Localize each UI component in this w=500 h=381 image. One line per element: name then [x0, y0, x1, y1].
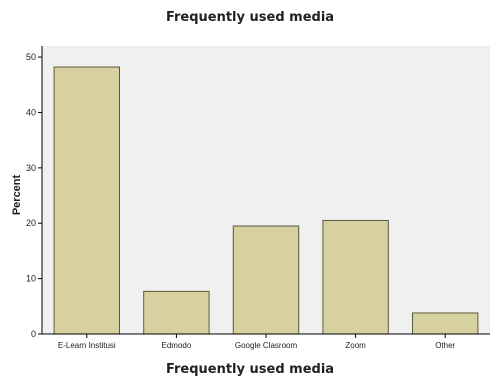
- x-axis-labels: E-Learn Institusi Edmodo Google Clasroom Zo…: [58, 341, 456, 350]
- bar-zoom: [322, 219, 389, 335]
- chart-title: Frequently used media: [165, 10, 335, 25]
- y-tick-label: 50: [26, 52, 36, 62]
- x-tick-label: Google Clasroom: [235, 341, 298, 350]
- x-tick-label: E-Learn Institusi: [58, 341, 116, 350]
- bars: [53, 66, 479, 335]
- y-tick-label: 10: [26, 274, 36, 284]
- x-tick-label: Other: [435, 341, 455, 350]
- x-axis-ticks: [86, 334, 446, 338]
- bar-google-clasroom: [232, 225, 300, 335]
- y-tick-label: 20: [26, 218, 36, 228]
- bar-edmodo: [143, 290, 210, 335]
- y-tick-label: 40: [26, 107, 36, 117]
- bar-other: [411, 312, 479, 335]
- y-axis-ticks: 0 10 20 30 40 50: [26, 52, 42, 339]
- y-axis-label: Percent: [11, 174, 23, 215]
- y-tick-label: 30: [26, 163, 36, 173]
- x-tick-label: Edmodo: [162, 341, 192, 350]
- x-tick-label: Zoom: [345, 341, 366, 350]
- x-axis-label: Frequently used media: [165, 362, 335, 377]
- bar-e-learn-institusi: [53, 66, 121, 335]
- y-tick-label: 0: [31, 329, 36, 339]
